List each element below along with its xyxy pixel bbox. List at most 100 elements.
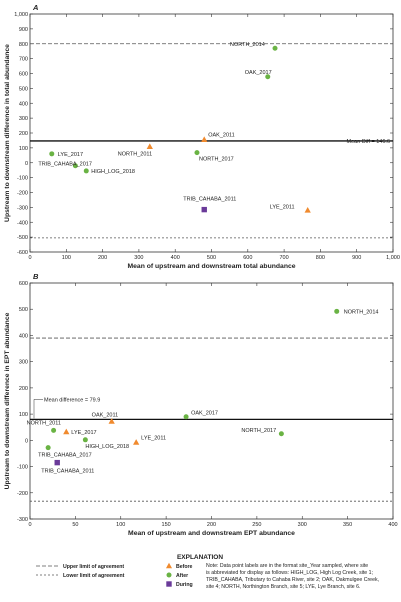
data-point bbox=[201, 206, 207, 213]
data-point-label: HIGH_LOG_2018 bbox=[91, 169, 135, 175]
data-point-label: NORTH_2011 bbox=[27, 420, 61, 426]
data-point-label: NORTH_2017 bbox=[241, 428, 276, 434]
y-tick-label: 1,000 bbox=[14, 12, 28, 18]
x-tick-label: 1,000 bbox=[386, 255, 400, 261]
explanation-title: EXPLANATION bbox=[177, 554, 223, 561]
x-axis-label: Mean of upstream and downstream total ab… bbox=[127, 263, 295, 270]
data-point-label: OAK_2017 bbox=[245, 70, 272, 76]
legend-lower-label: Lower limit of agreement bbox=[63, 573, 125, 579]
x-tick-label: 150 bbox=[162, 522, 171, 528]
data-point bbox=[45, 445, 51, 451]
data-point bbox=[72, 163, 78, 169]
y-tick-label: 300 bbox=[19, 116, 28, 122]
x-axis-label: Mean of upstream and downstream EPT abun… bbox=[128, 530, 295, 537]
note-line-1: Note: Data point labels are in the forma… bbox=[206, 563, 368, 569]
data-point-label: TRIB_CAHABA_2017 bbox=[38, 453, 92, 459]
y-tick-label: 900 bbox=[19, 27, 28, 33]
y-tick-label: 400 bbox=[19, 101, 28, 107]
chart-panel-b: B 0 50 100 150 200 250 300 350 400 -300 -200 -100 0 10… bbox=[4, 272, 398, 537]
data-point bbox=[183, 414, 189, 420]
data-point-label: HIGH_LOG_2018 bbox=[85, 444, 129, 450]
data-point bbox=[304, 207, 311, 213]
y-tick-label: -500 bbox=[17, 235, 28, 241]
y-axis-label: Upstream to downstream difference in tot… bbox=[4, 44, 11, 222]
data-point-label: NORTH_2014 bbox=[344, 309, 379, 315]
data-point bbox=[49, 151, 55, 157]
data-point-label: TRIB_CAHABA_2011 bbox=[183, 197, 236, 203]
x-tick-label: 100 bbox=[116, 522, 125, 528]
y-tick-label: -300 bbox=[17, 517, 28, 523]
mean-difference-leader bbox=[33, 399, 43, 419]
legend-during-marker bbox=[166, 581, 172, 587]
mean-difference-label: Mean difference = 79.9 bbox=[44, 397, 100, 403]
y-tick-label: 200 bbox=[19, 386, 28, 392]
x-tick-label: 50 bbox=[72, 522, 78, 528]
data-point-label: NORTH_2011 bbox=[118, 152, 152, 158]
y-tick-label: 600 bbox=[19, 72, 28, 78]
data-point-label: OAK_2011 bbox=[92, 412, 119, 418]
data-point-label: TRIB_CAHABA_2017 bbox=[38, 162, 92, 168]
x-tick-label: 700 bbox=[280, 255, 289, 261]
x-tick-label: 800 bbox=[316, 255, 325, 261]
data-point-label: LYE_2011 bbox=[270, 204, 295, 210]
data-point bbox=[278, 431, 284, 437]
x-tick-label: 350 bbox=[343, 522, 352, 528]
x-tick-label: 200 bbox=[207, 522, 216, 528]
legend-before-label: Before bbox=[176, 564, 193, 570]
y-tick-label: 400 bbox=[19, 333, 28, 339]
note-line-3: TRIB_CAHABA, Tributary to Cahaba River, … bbox=[206, 577, 379, 583]
y-tick-label: -100 bbox=[17, 176, 28, 182]
data-point-label: NORTH_2014 bbox=[230, 42, 265, 48]
y-axis-label: Upstream to downstream difference in EPT… bbox=[4, 312, 11, 489]
data-point bbox=[82, 437, 88, 443]
y-tick-label: -600 bbox=[17, 250, 28, 256]
x-tick-label: 300 bbox=[298, 522, 307, 528]
x-tick-label: 200 bbox=[98, 255, 107, 261]
x-tick-label: 900 bbox=[352, 255, 361, 261]
x-tick-label: 300 bbox=[134, 255, 143, 261]
legend-before-marker bbox=[165, 562, 173, 569]
x-tick-label: 0 bbox=[28, 522, 31, 528]
y-tick-label: 600 bbox=[19, 281, 28, 287]
panel-letter: A bbox=[32, 3, 38, 12]
data-point bbox=[108, 418, 115, 424]
x-tick-label: 600 bbox=[243, 255, 252, 261]
data-point-label: LYE_2017 bbox=[58, 152, 83, 158]
legend-after-marker bbox=[166, 572, 172, 578]
note-line-2: is abbreviated for display as follows: H… bbox=[206, 570, 373, 576]
data-point bbox=[63, 428, 70, 435]
y-tick-label: -400 bbox=[17, 220, 28, 226]
y-tick-label: -200 bbox=[17, 191, 28, 197]
y-tick-label: -200 bbox=[17, 491, 28, 497]
chart-panel-a: A 0 100 200 300 400 500 600 700 800 900 1,000 -600 -5… bbox=[4, 3, 400, 270]
y-tick-label: -300 bbox=[17, 205, 28, 211]
data-point-label: LYE_2017 bbox=[71, 430, 96, 436]
y-tick-label: 700 bbox=[19, 57, 28, 63]
data-point bbox=[83, 168, 89, 174]
data-point-label: OAK_2017 bbox=[191, 411, 218, 417]
x-tick-label: 100 bbox=[62, 255, 71, 261]
y-tick-label: 100 bbox=[19, 412, 28, 418]
explanation-legend: EXPLANATION Upper limit of agreement Low… bbox=[36, 554, 379, 590]
y-tick-label: 800 bbox=[19, 42, 28, 48]
data-point bbox=[265, 74, 271, 80]
data-point-label: NORTH_2017 bbox=[199, 157, 234, 163]
data-point bbox=[54, 459, 60, 466]
legend-after-label: After bbox=[176, 573, 188, 579]
y-tick-label: 100 bbox=[19, 146, 28, 152]
x-tick-label: 250 bbox=[252, 522, 261, 528]
x-tick-label: 0 bbox=[28, 255, 31, 261]
data-point bbox=[194, 150, 200, 156]
legend-during-label: During bbox=[176, 582, 193, 588]
data-point bbox=[146, 143, 153, 149]
y-tick-label: -100 bbox=[17, 465, 28, 471]
legend-upper-label: Upper limit of agreement bbox=[63, 564, 124, 570]
x-tick-label: 500 bbox=[207, 255, 216, 261]
data-point bbox=[133, 439, 140, 445]
y-tick-label: 0 bbox=[25, 161, 28, 167]
x-tick-label: 400 bbox=[388, 522, 397, 528]
note-line-4: site 4; NORTH, Northington Branch, site … bbox=[206, 584, 360, 590]
data-point bbox=[51, 427, 57, 433]
y-tick-label: 200 bbox=[19, 131, 28, 137]
